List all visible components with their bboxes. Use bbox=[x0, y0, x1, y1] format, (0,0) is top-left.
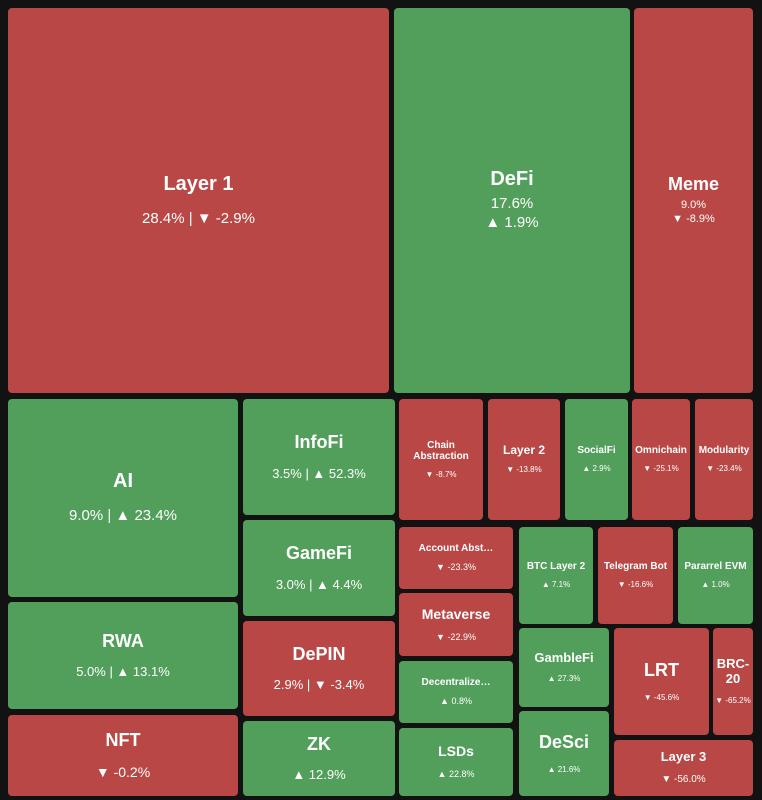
tile-label: Layer 3 bbox=[660, 748, 707, 764]
tile-label: GambleFi bbox=[534, 649, 594, 665]
tile-label: NFT bbox=[105, 729, 141, 750]
tile-label: BRC-20 bbox=[716, 656, 750, 686]
tile-chain-abstraction[interactable]: Chain Abstraction ▼ -8.7% bbox=[399, 399, 483, 520]
tile-label: Layer 2 bbox=[502, 442, 546, 457]
tile-label: ZK bbox=[307, 733, 331, 754]
tile-value: 5.0% | ▲ 13.1% bbox=[76, 664, 170, 680]
tile-label: DePIN bbox=[292, 643, 346, 664]
tile-change: ▼ -56.0% bbox=[661, 773, 706, 785]
tile-gamblefi[interactable]: GambleFi ▲ 27.3% bbox=[519, 628, 609, 707]
tile-label: LRT bbox=[644, 659, 679, 680]
tile-infofi[interactable]: InfoFi 3.5% | ▲ 52.3% bbox=[243, 399, 395, 515]
tile-label: Pararrel EVM bbox=[684, 561, 747, 573]
tile-label: GameFi bbox=[285, 543, 353, 564]
tile-change: ▲ 21.6% bbox=[547, 765, 581, 775]
tile-btc-layer-2[interactable]: BTC Layer 2 ▲ 7.1% bbox=[519, 527, 593, 624]
tile-layer-2[interactable]: Layer 2 ▼ -13.8% bbox=[488, 399, 560, 520]
tile-pararrel-evm[interactable]: Pararrel EVM ▲ 1.0% bbox=[678, 527, 753, 624]
tile-change: ▲ 1.0% bbox=[701, 579, 730, 589]
tile-label: Account Abst… bbox=[418, 543, 494, 555]
tile-depin[interactable]: DePIN 2.9% | ▼ -3.4% bbox=[243, 621, 395, 716]
tile-change: ▼ -0.2% bbox=[95, 763, 151, 780]
tile-metaverse[interactable]: Metaverse ▼ -22.9% bbox=[399, 593, 513, 656]
tile-lsds[interactable]: LSDs ▲ 22.8% bbox=[399, 728, 513, 796]
tile-change: ▼ -16.6% bbox=[617, 579, 654, 589]
tile-desci[interactable]: DeSci ▲ 21.6% bbox=[519, 711, 609, 796]
tile-label: Metaverse bbox=[421, 605, 491, 622]
tile-omnichain[interactable]: Omnichain ▼ -25.1% bbox=[632, 399, 690, 520]
tile-share: 9.0% bbox=[680, 199, 707, 212]
tile-label: DeFi bbox=[490, 168, 534, 191]
tile-change: ▼ -65.2% bbox=[715, 695, 751, 705]
tile-share: 17.6% bbox=[490, 195, 534, 213]
tile-label: SocialFi bbox=[577, 445, 616, 457]
tile-change: ▼ -23.4% bbox=[706, 463, 742, 473]
tile-change: ▼ -25.1% bbox=[643, 463, 679, 473]
tile-label: Chain Abstraction bbox=[413, 439, 469, 463]
tile-brc-20[interactable]: BRC-20 ▼ -65.2% bbox=[713, 628, 753, 735]
tile-change: ▲ 7.1% bbox=[541, 579, 571, 589]
tile-change: ▼ -13.8% bbox=[506, 465, 542, 475]
tile-change: ▼ -8.9% bbox=[672, 212, 715, 225]
tile-change: ▲ 2.9% bbox=[582, 463, 611, 473]
tile-change: ▲ 12.9% bbox=[292, 767, 346, 783]
tile-zk[interactable]: ZK ▲ 12.9% bbox=[243, 721, 395, 796]
tile-change: ▲ 1.9% bbox=[485, 214, 539, 231]
tile-label: RWA bbox=[102, 630, 144, 651]
tile-gamefi[interactable]: GameFi 3.0% | ▲ 4.4% bbox=[243, 520, 395, 616]
tile-value: 2.9% | ▼ -3.4% bbox=[273, 677, 365, 693]
tile-layer-3[interactable]: Layer 3 ▼ -56.0% bbox=[614, 740, 753, 796]
tile-telegram-bot[interactable]: Telegram Bot ▼ -16.6% bbox=[598, 527, 673, 624]
tile-change: ▲ 0.8% bbox=[440, 695, 472, 706]
tile-value: 3.0% | ▲ 4.4% bbox=[275, 576, 363, 592]
tile-ai[interactable]: AI 9.0% | ▲ 23.4% bbox=[8, 399, 238, 597]
tile-change: ▼ -23.3% bbox=[436, 561, 476, 572]
tile-socialfi[interactable]: SocialFi ▲ 2.9% bbox=[565, 399, 628, 520]
tile-nft[interactable]: NFT ▼ -0.2% bbox=[8, 715, 238, 796]
tile-rwa[interactable]: RWA 5.0% | ▲ 13.1% bbox=[8, 602, 238, 709]
tile-label: Layer 1 bbox=[163, 172, 234, 195]
tile-label: Meme bbox=[667, 174, 720, 195]
tile-label: InfoFi bbox=[294, 432, 344, 453]
tile-label: DeSci bbox=[538, 731, 590, 752]
tile-label: Omnichain bbox=[635, 445, 687, 457]
tile-change: ▼ -8.7% bbox=[425, 469, 457, 479]
tile-value: 28.4% | ▼ -2.9% bbox=[142, 209, 255, 227]
tile-label: Telegram Bot bbox=[603, 561, 668, 573]
tile-modularity[interactable]: Modularity ▼ -23.4% bbox=[695, 399, 753, 520]
tile-account-abst[interactable]: Account Abst… ▼ -23.3% bbox=[399, 527, 513, 589]
tile-defi[interactable]: DeFi 17.6% ▲ 1.9% bbox=[394, 8, 630, 393]
tile-value: 3.5% | ▲ 52.3% bbox=[272, 465, 366, 481]
tile-label: AI bbox=[113, 470, 133, 493]
tile-label: LSDs bbox=[438, 743, 474, 760]
tile-label: Decentralize… bbox=[421, 677, 491, 689]
tile-label: Modularity bbox=[698, 445, 750, 457]
tile-change: ▲ 27.3% bbox=[547, 674, 581, 684]
tile-lrt[interactable]: LRT ▼ -45.6% bbox=[614, 628, 709, 735]
tile-layer-1[interactable]: Layer 1 28.4% | ▼ -2.9% bbox=[8, 8, 389, 393]
tile-label: BTC Layer 2 bbox=[526, 561, 586, 573]
tile-meme[interactable]: Meme 9.0% ▼ -8.9% bbox=[634, 8, 753, 393]
tile-value: 9.0% | ▲ 23.4% bbox=[69, 507, 177, 525]
tile-change: ▼ -45.6% bbox=[643, 693, 680, 703]
tile-change: ▲ 22.8% bbox=[437, 769, 475, 780]
tile-decentralize[interactable]: Decentralize… ▲ 0.8% bbox=[399, 661, 513, 723]
tile-change: ▼ -22.9% bbox=[436, 631, 476, 642]
